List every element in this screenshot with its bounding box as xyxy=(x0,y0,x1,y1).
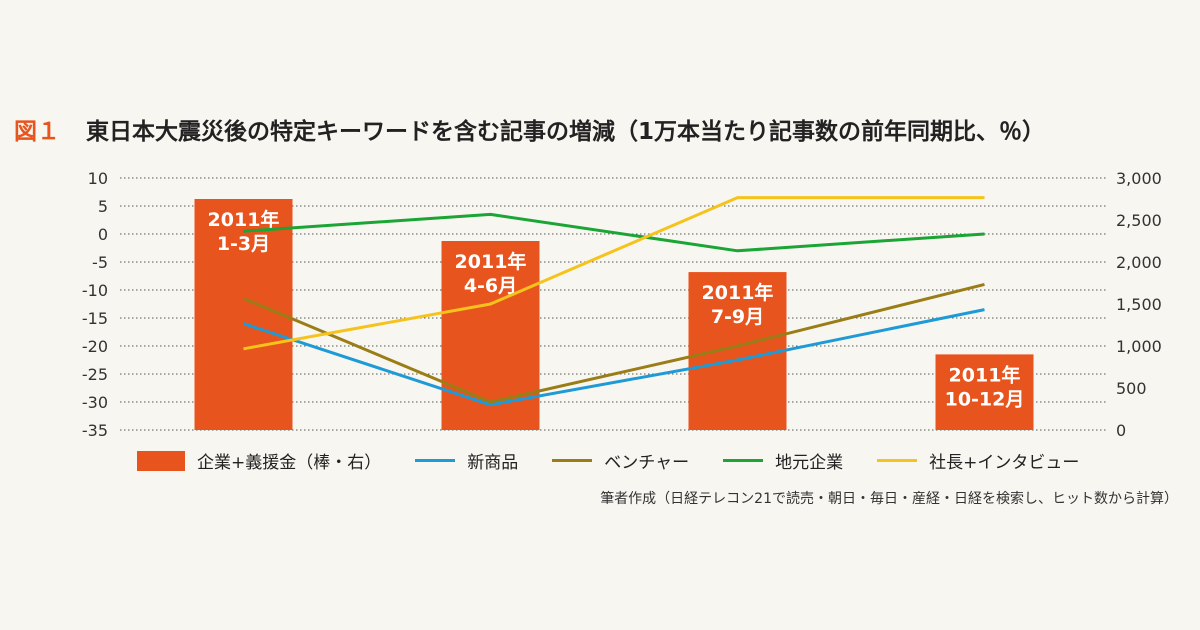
bar-label: 2011年 4-6月 xyxy=(455,250,527,297)
legend-item-line-0: 新商品 xyxy=(415,448,518,473)
y-right-tick-label: 1,500 xyxy=(1116,295,1162,314)
legend-label-bars: 企業+義援金（棒・右） xyxy=(197,453,382,473)
legend-swatch-line-1 xyxy=(552,459,593,462)
y-left-tick-label: -10 xyxy=(82,281,108,300)
series-line-0 xyxy=(243,308,985,407)
y-left-tick-label: 0 xyxy=(98,225,108,244)
bar xyxy=(688,272,787,430)
y-right-tick-label: 2,500 xyxy=(1116,211,1162,230)
bar-label: 2011年 10-12月 xyxy=(945,363,1025,410)
legend-label-line-1: ベンチャー xyxy=(604,453,690,473)
y-left-tick-label: -20 xyxy=(82,337,108,356)
y-right-tick-label: 500 xyxy=(1116,379,1147,398)
legend-swatch-bars xyxy=(137,450,185,471)
y-left-tick-label: 5 xyxy=(98,197,108,216)
source-note: 筆者作成（日経テレコン21で読売・朝日・毎日・産経・日経を検索し、ヒット数から計… xyxy=(600,491,1178,507)
legend-label-line-3: 社長+インタビュー xyxy=(929,453,1080,473)
y-left-tick-label: -5 xyxy=(92,253,108,272)
series-line-2 xyxy=(243,212,985,253)
chart-title: 図１ 東日本大震災後の特定キーワードを含む記事の増減（1万本当たり記事数の前年同期… xyxy=(14,112,1045,146)
bar-label: 2011年 7-9月 xyxy=(702,281,774,328)
legend-swatch-line-0 xyxy=(415,459,456,462)
legend-item-line-3: 社長+インタビュー xyxy=(877,448,1079,473)
series-line-3 xyxy=(243,196,985,351)
y-left-tick-label: -25 xyxy=(82,365,108,384)
legend-label-line-2: 地元企業 xyxy=(775,453,844,473)
legend-swatch-line-2 xyxy=(723,459,764,462)
figure-label: 図１ xyxy=(14,119,60,145)
legend-item-line-2: 地元企業 xyxy=(723,448,843,473)
legend-item-line-1: ベンチャー xyxy=(552,448,689,473)
y-left-tick-label: -15 xyxy=(82,309,108,328)
y-right-tick-label: 2,000 xyxy=(1116,253,1162,272)
bar-label: 2011年 1-3月 xyxy=(208,208,280,255)
y-right-tick-label: 1,000 xyxy=(1116,337,1162,356)
bar xyxy=(194,199,293,430)
y-right-tick-label: 0 xyxy=(1116,421,1126,440)
series-line-1 xyxy=(242,282,985,404)
legend-swatch-line-3 xyxy=(877,459,918,462)
legend-item-bars: 企業+義援金（棒・右） xyxy=(137,448,381,473)
title-text: 東日本大震災後の特定キーワードを含む記事の増減（1万本当たり記事数の前年同期比、… xyxy=(86,119,1046,145)
y-left-tick-label: 10 xyxy=(88,169,108,188)
y-right-tick-label: 3,000 xyxy=(1116,169,1162,188)
bar xyxy=(935,354,1034,430)
legend-label-line-0: 新商品 xyxy=(467,453,519,473)
y-left-tick-label: -30 xyxy=(82,393,108,412)
y-left-tick-label: -35 xyxy=(82,421,108,440)
legend: 企業+義援金（棒・右） 新商品 ベンチャー 地元企業 社長+インタビュー xyxy=(137,448,1113,473)
